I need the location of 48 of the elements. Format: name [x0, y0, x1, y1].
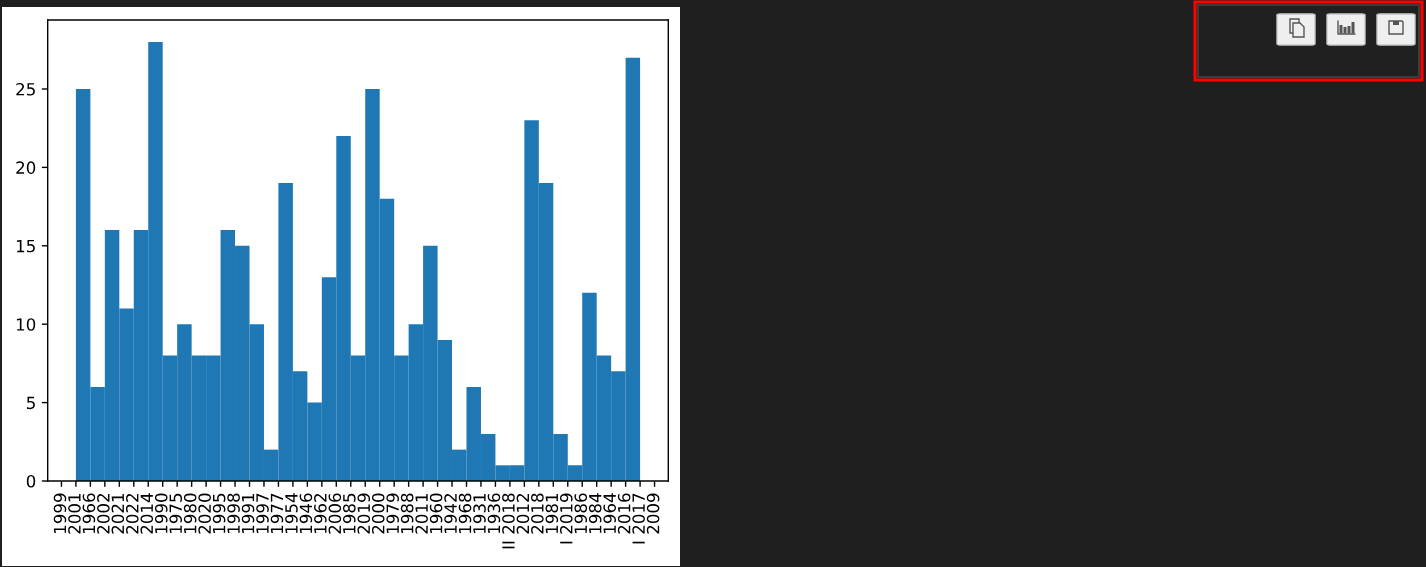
y-tick-label: 10: [16, 318, 36, 331]
x-tick-label: 1954: [285, 493, 298, 533]
x-tick-label: 2019: [357, 493, 371, 534]
x-tick-label: 1997: [256, 493, 269, 533]
x-tick-label: 2022: [126, 494, 139, 534]
x-tick-label: 2012: [516, 494, 530, 534]
x-tick-label: 1975: [169, 493, 183, 533]
x-tick-label: 2000: [371, 493, 385, 534]
x-tick-label: 1936: [487, 493, 501, 533]
x-tick-label: 2021: [111, 493, 125, 534]
y-tick-label: 0: [26, 474, 36, 488]
x-tick-label: 1942: [444, 494, 457, 533]
x-tick-label: 1988: [400, 493, 414, 533]
x-tick-label: 1990: [154, 493, 168, 533]
x-tick-label: 2016: [617, 493, 631, 534]
x-tick-label: 1946: [299, 493, 313, 533]
x-tick-label: 1999: [53, 493, 67, 533]
x-tick-label: 1995: [212, 493, 226, 533]
x-tick-label: 1984: [588, 493, 602, 533]
x-tick-label: 1964: [603, 493, 616, 533]
x-tick-label: II 2018: [502, 493, 515, 549]
x-tick-label: 2002: [97, 494, 110, 534]
x-tick-label: 2018: [531, 493, 544, 534]
x-tick-label: 1980: [183, 493, 197, 533]
x-tick-label: 1998: [227, 493, 240, 533]
x-tick-label: 2001: [68, 493, 81, 534]
x-tick-label: 1985: [343, 493, 356, 533]
y-tick-label: 5: [26, 396, 35, 410]
x-tick-label: 1968: [458, 493, 472, 533]
x-tick-label: 1931: [473, 493, 486, 533]
x-tick-label: I 2017: [632, 493, 645, 544]
x-tick-label: 2014: [140, 493, 154, 534]
x-tick-label: 1981: [545, 493, 559, 533]
x-tick-label: 1986: [574, 493, 588, 533]
y-tick-label: 20: [16, 161, 36, 174]
x-tick-label: I 2019: [559, 493, 573, 544]
x-tick-label: 2006: [328, 493, 342, 534]
x-tick-label: 2011: [415, 493, 428, 534]
x-tick-label: 1979: [386, 493, 399, 533]
y-tick-label: 25: [16, 82, 35, 96]
x-tick-label: 1977: [270, 493, 284, 533]
x-tick-label: 2020: [198, 493, 211, 534]
x-tick-label: 2009: [646, 493, 660, 534]
y-tick-label: 15: [16, 239, 35, 253]
x-tick-label: 1966: [82, 493, 96, 533]
x-tick-label: 1960: [429, 493, 443, 533]
x-tick-label: 1991: [241, 493, 255, 533]
x-tick-label: 1962: [314, 494, 327, 533]
